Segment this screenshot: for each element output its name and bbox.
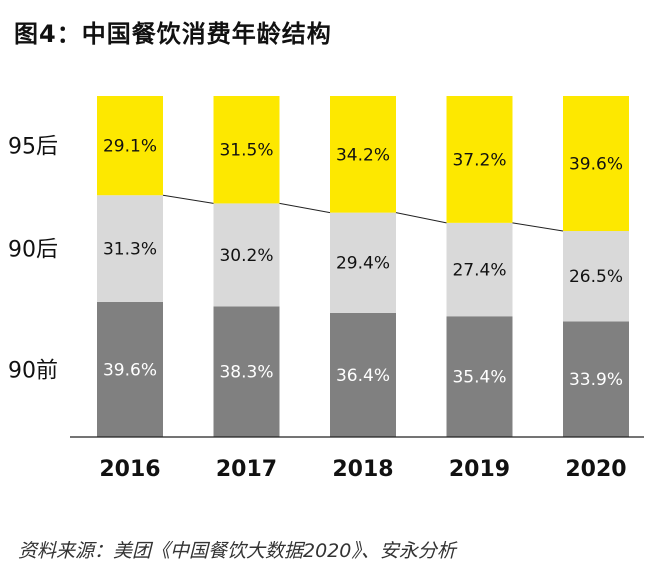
data-label: 38.3% — [219, 363, 273, 383]
bar-segment — [446, 96, 513, 223]
bar-segment — [563, 96, 629, 232]
bar-segment — [563, 321, 629, 437]
bar-segment — [213, 203, 280, 307]
bar-segment — [446, 316, 513, 437]
data-label: 34.2% — [336, 145, 390, 165]
x-tick-label: 2019 — [449, 457, 510, 482]
series-label: 90后 — [8, 238, 58, 263]
data-label: 36.4% — [336, 366, 390, 386]
bar-segment — [97, 301, 163, 437]
data-label: 26.5% — [569, 267, 623, 287]
connector-line — [162, 194, 214, 204]
connector-line — [395, 212, 447, 224]
bar-segment — [97, 96, 163, 196]
connector-line — [512, 222, 564, 232]
connector-line — [279, 202, 331, 214]
data-label: 31.3% — [103, 240, 157, 260]
x-tick-label: 2017 — [216, 457, 277, 482]
series-label: 90前 — [8, 358, 58, 383]
data-label: 27.4% — [452, 261, 506, 281]
x-tick-label: 2016 — [99, 457, 160, 482]
data-label: 29.1% — [103, 137, 157, 157]
data-label: 29.4% — [336, 254, 390, 274]
x-tick-label: 2020 — [565, 457, 626, 482]
data-label: 37.2% — [452, 150, 506, 170]
data-label: 39.6% — [103, 360, 157, 380]
chart-title: 图4：中国餐饮消费年龄结构 — [14, 20, 332, 48]
bar-segment — [213, 306, 280, 437]
x-tick-label: 2018 — [332, 457, 393, 482]
bar-segment — [446, 222, 513, 317]
data-label: 35.4% — [452, 368, 506, 388]
bar-segment — [213, 96, 280, 204]
source-note: 资料来源：美团《中国餐饮大数据2020》、安永分析 — [18, 540, 456, 562]
series-label: 95后 — [8, 135, 58, 160]
bar-segment — [330, 212, 396, 313]
bar-segment — [97, 195, 163, 302]
bar-segment — [330, 96, 396, 213]
data-label: 30.2% — [219, 246, 273, 266]
bar-segment — [563, 231, 629, 322]
data-label: 31.5% — [219, 141, 273, 161]
bar-segment — [330, 312, 396, 437]
data-label: 33.9% — [569, 370, 623, 390]
data-label: 39.6% — [569, 155, 623, 175]
